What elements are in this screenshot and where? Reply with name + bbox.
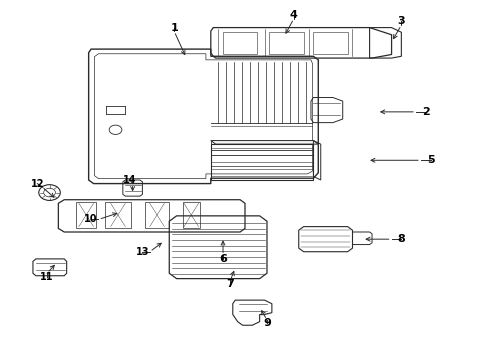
Text: 7: 7 (226, 279, 234, 289)
Text: 4: 4 (290, 10, 298, 20)
Text: 12: 12 (30, 179, 44, 189)
Text: 10: 10 (84, 215, 98, 224)
Text: 2: 2 (422, 107, 430, 117)
Text: 1: 1 (171, 23, 178, 33)
Text: 6: 6 (219, 254, 227, 264)
Text: 8: 8 (397, 234, 405, 244)
Text: 9: 9 (263, 319, 271, 328)
Text: 11: 11 (40, 272, 54, 282)
Polygon shape (211, 140, 318, 144)
Text: 5: 5 (427, 155, 435, 165)
Text: 13: 13 (136, 247, 149, 257)
Text: 3: 3 (397, 17, 405, 27)
Text: 14: 14 (123, 175, 137, 185)
